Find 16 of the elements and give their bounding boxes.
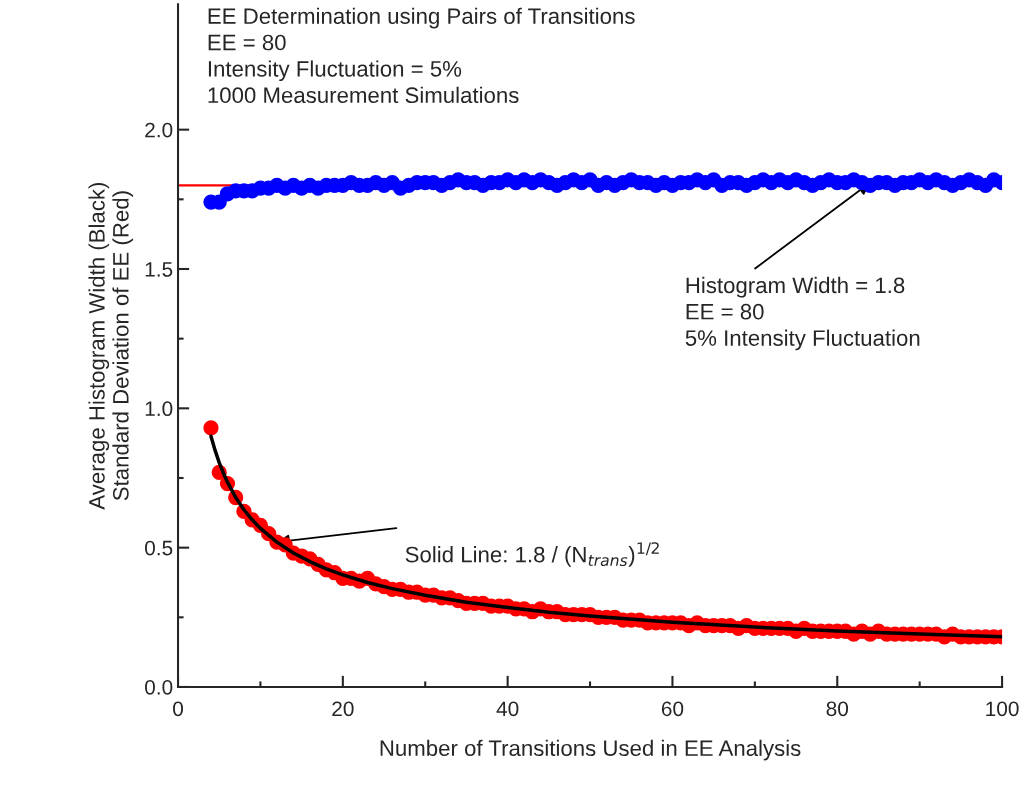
x-axis-title: Number of Transitions Used in EE Analysis [380, 739, 801, 761]
x-tick-label: 0 [173, 701, 183, 717]
x-tick-label: 60 [661, 701, 684, 717]
annotation: EE Determination using Pairs of Transitions EE = 80 Intensity Fluctuation = 5% 1000 Measurement Simulations [208, 7, 635, 104]
x-tick-label: 40 [496, 701, 519, 717]
x-tick-label: 100 [986, 701, 1019, 717]
x-tick-label: 80 [826, 701, 849, 717]
y-tick-label: 2.0 [145, 122, 173, 138]
x-tick-label: 20 [332, 701, 354, 717]
annotation: Histogram Width = 1.8 EE = 80 5% Intensity Fluctuation [685, 276, 920, 351]
y-tick-label: 1.5 [145, 262, 173, 277]
y-tick-label: 0.5 [145, 540, 173, 556]
y-tick-label: 1.0 [145, 401, 173, 417]
y-axis-title: Average Histogram Width (Black) Standard Deviation of EE (Red) [88, 182, 134, 510]
y-tick-label: 0.0 [145, 679, 173, 695]
annotation: Solid Line: 1.8 / (N$_{trans}$)$^{1/2}$ [405, 542, 659, 567]
